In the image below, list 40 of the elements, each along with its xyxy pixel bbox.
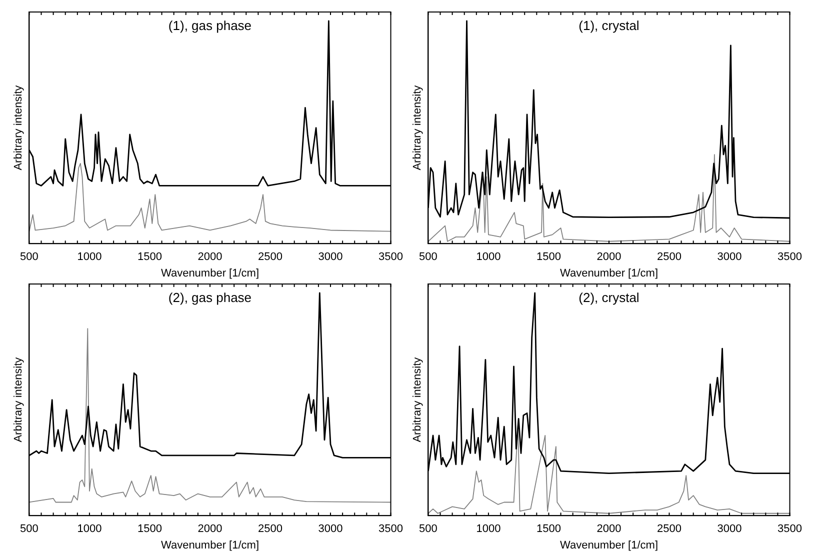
x-tick-label: 3000 (717, 251, 742, 264)
x-axis-title: Wavenumber [1/cm] (160, 539, 259, 552)
x-tick-label: 2000 (596, 523, 622, 536)
x-tick-label: 2500 (657, 251, 682, 264)
y-axis-title: Arbitrary intensity (412, 84, 424, 170)
x-tick-label: 500 (20, 251, 38, 264)
x-tick-label: 3000 (318, 523, 343, 536)
x-axis-title: Wavenumber [1/cm] (160, 267, 259, 280)
y-axis-title: Arbitrary intensity (12, 84, 25, 170)
x-axis-title: Wavenumber [1/cm] (560, 539, 658, 552)
x-tick-label: 1000 (476, 523, 501, 536)
x-tick-label: 3500 (378, 523, 404, 536)
x-tick-label: 2000 (596, 251, 622, 264)
chart-title: (1), gas phase (168, 18, 252, 34)
x-axis-title: Wavenumber [1/cm] (560, 267, 658, 280)
x-tick-label: 1000 (77, 523, 102, 536)
x-tick-label: 1500 (137, 251, 162, 264)
x-tick-label: 2500 (657, 523, 682, 536)
x-tick-label: 1000 (476, 251, 501, 264)
x-tick-label: 2500 (258, 251, 282, 264)
x-tick-label: 500 (419, 523, 438, 536)
x-tick-label: 3500 (778, 523, 802, 536)
chart-title: (2), gas phase (168, 290, 252, 306)
x-tick-label: 500 (419, 251, 438, 264)
chart-title: (1), crystal (578, 18, 640, 34)
x-tick-label: 3000 (717, 523, 742, 536)
x-tick-label: 2000 (198, 523, 222, 536)
x-tick-label: 2000 (198, 251, 222, 264)
y-axis-title: Arbitrary intensity (12, 356, 25, 442)
x-tick-label: 1500 (536, 523, 561, 536)
x-tick-label: 3000 (318, 251, 343, 264)
x-tick-label: 1500 (536, 251, 561, 264)
chart-title: (2), crystal (578, 290, 640, 306)
x-tick-label: 2500 (258, 523, 282, 536)
x-tick-label: 1000 (77, 251, 102, 264)
x-tick-label: 500 (20, 523, 38, 536)
x-tick-label: 3500 (778, 251, 802, 264)
x-tick-label: 1500 (137, 523, 162, 536)
y-axis-title: Arbitrary intensity (412, 356, 424, 442)
x-tick-label: 3500 (378, 251, 404, 264)
